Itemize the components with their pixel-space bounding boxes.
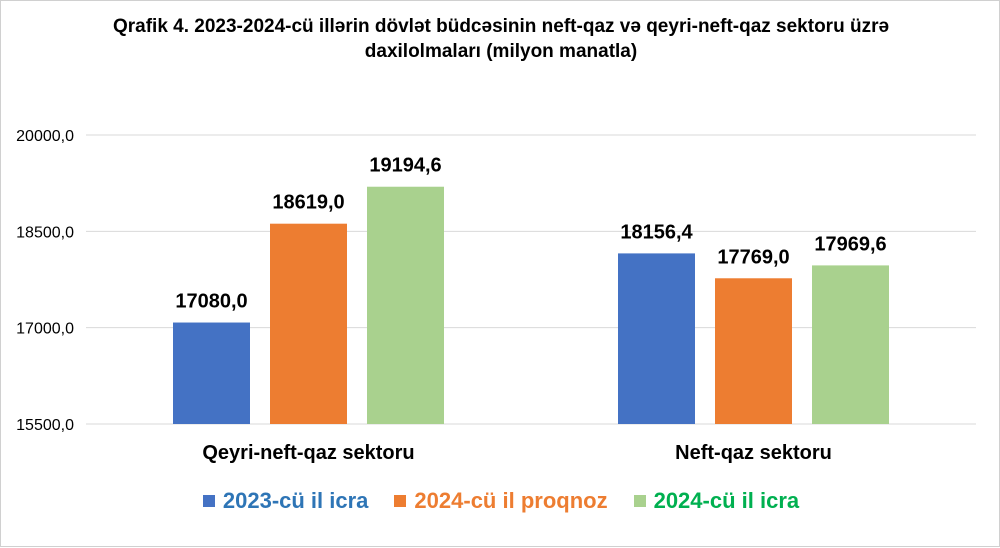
bar <box>618 253 695 424</box>
legend-label: 2023-cü il icra <box>222 488 369 513</box>
legend-item: 2024-cü il icra <box>633 488 800 514</box>
y-tick-label: 18500,0 <box>16 224 74 241</box>
bar <box>270 223 347 424</box>
legend: 2023-cü il icra 2024-cü il proqnoz 2024-cü… <box>1 488 1000 514</box>
bar <box>715 278 792 424</box>
data-label: 17769,0 <box>717 246 789 268</box>
bar <box>812 265 889 424</box>
legend-item: 2024-cü il proqnoz <box>394 488 608 514</box>
legend-swatch <box>633 495 646 507</box>
bar <box>173 322 250 424</box>
legend-swatch <box>202 495 215 507</box>
legend-label: 2024-cü il proqnoz <box>414 488 608 513</box>
legend-item: 2023-cü il icra <box>202 488 369 514</box>
data-label: 18619,0 <box>272 192 344 214</box>
x-category-label: Qeyri-neft-qaz sektoru <box>202 442 414 464</box>
x-category-label: Neft-qaz sektoru <box>675 442 832 464</box>
chart-title: Qrafik 4. 2023-2024-cü illərin dövlət bü… <box>112 16 890 62</box>
data-label: 19194,6 <box>369 155 441 177</box>
data-label: 17969,6 <box>814 233 886 255</box>
y-tick-label: 20000,0 <box>16 128 74 145</box>
legend-label: 2024-cü il icra <box>653 488 800 513</box>
bar <box>367 186 444 424</box>
data-label: 18156,4 <box>620 221 693 243</box>
legend-swatch <box>394 495 407 507</box>
y-tick-label: 15500,0 <box>16 417 74 434</box>
data-label: 17080,0 <box>175 291 247 313</box>
y-tick-label: 17000,0 <box>16 321 74 338</box>
